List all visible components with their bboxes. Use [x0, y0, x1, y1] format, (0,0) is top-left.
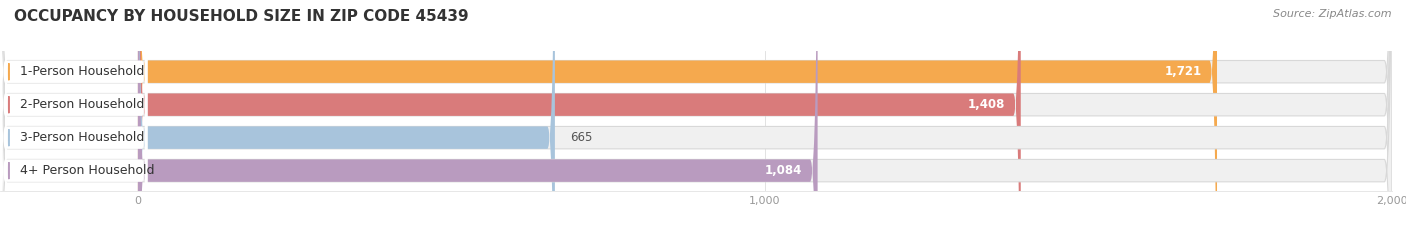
Text: 2-Person Household: 2-Person Household: [20, 98, 145, 111]
Text: 1,084: 1,084: [765, 164, 801, 177]
FancyBboxPatch shape: [0, 0, 148, 233]
FancyBboxPatch shape: [0, 0, 148, 233]
Text: 3-Person Household: 3-Person Household: [20, 131, 145, 144]
FancyBboxPatch shape: [138, 0, 1021, 233]
Text: 4+ Person Household: 4+ Person Household: [20, 164, 155, 177]
FancyBboxPatch shape: [0, 0, 148, 233]
Text: 1,721: 1,721: [1164, 65, 1201, 78]
FancyBboxPatch shape: [138, 0, 1218, 233]
FancyBboxPatch shape: [138, 0, 818, 233]
Text: 665: 665: [571, 131, 593, 144]
Text: OCCUPANCY BY HOUSEHOLD SIZE IN ZIP CODE 45439: OCCUPANCY BY HOUSEHOLD SIZE IN ZIP CODE …: [14, 9, 468, 24]
Text: 1,408: 1,408: [967, 98, 1005, 111]
FancyBboxPatch shape: [138, 0, 555, 233]
FancyBboxPatch shape: [0, 0, 148, 233]
Text: Source: ZipAtlas.com: Source: ZipAtlas.com: [1274, 9, 1392, 19]
Text: 1-Person Household: 1-Person Household: [20, 65, 145, 78]
